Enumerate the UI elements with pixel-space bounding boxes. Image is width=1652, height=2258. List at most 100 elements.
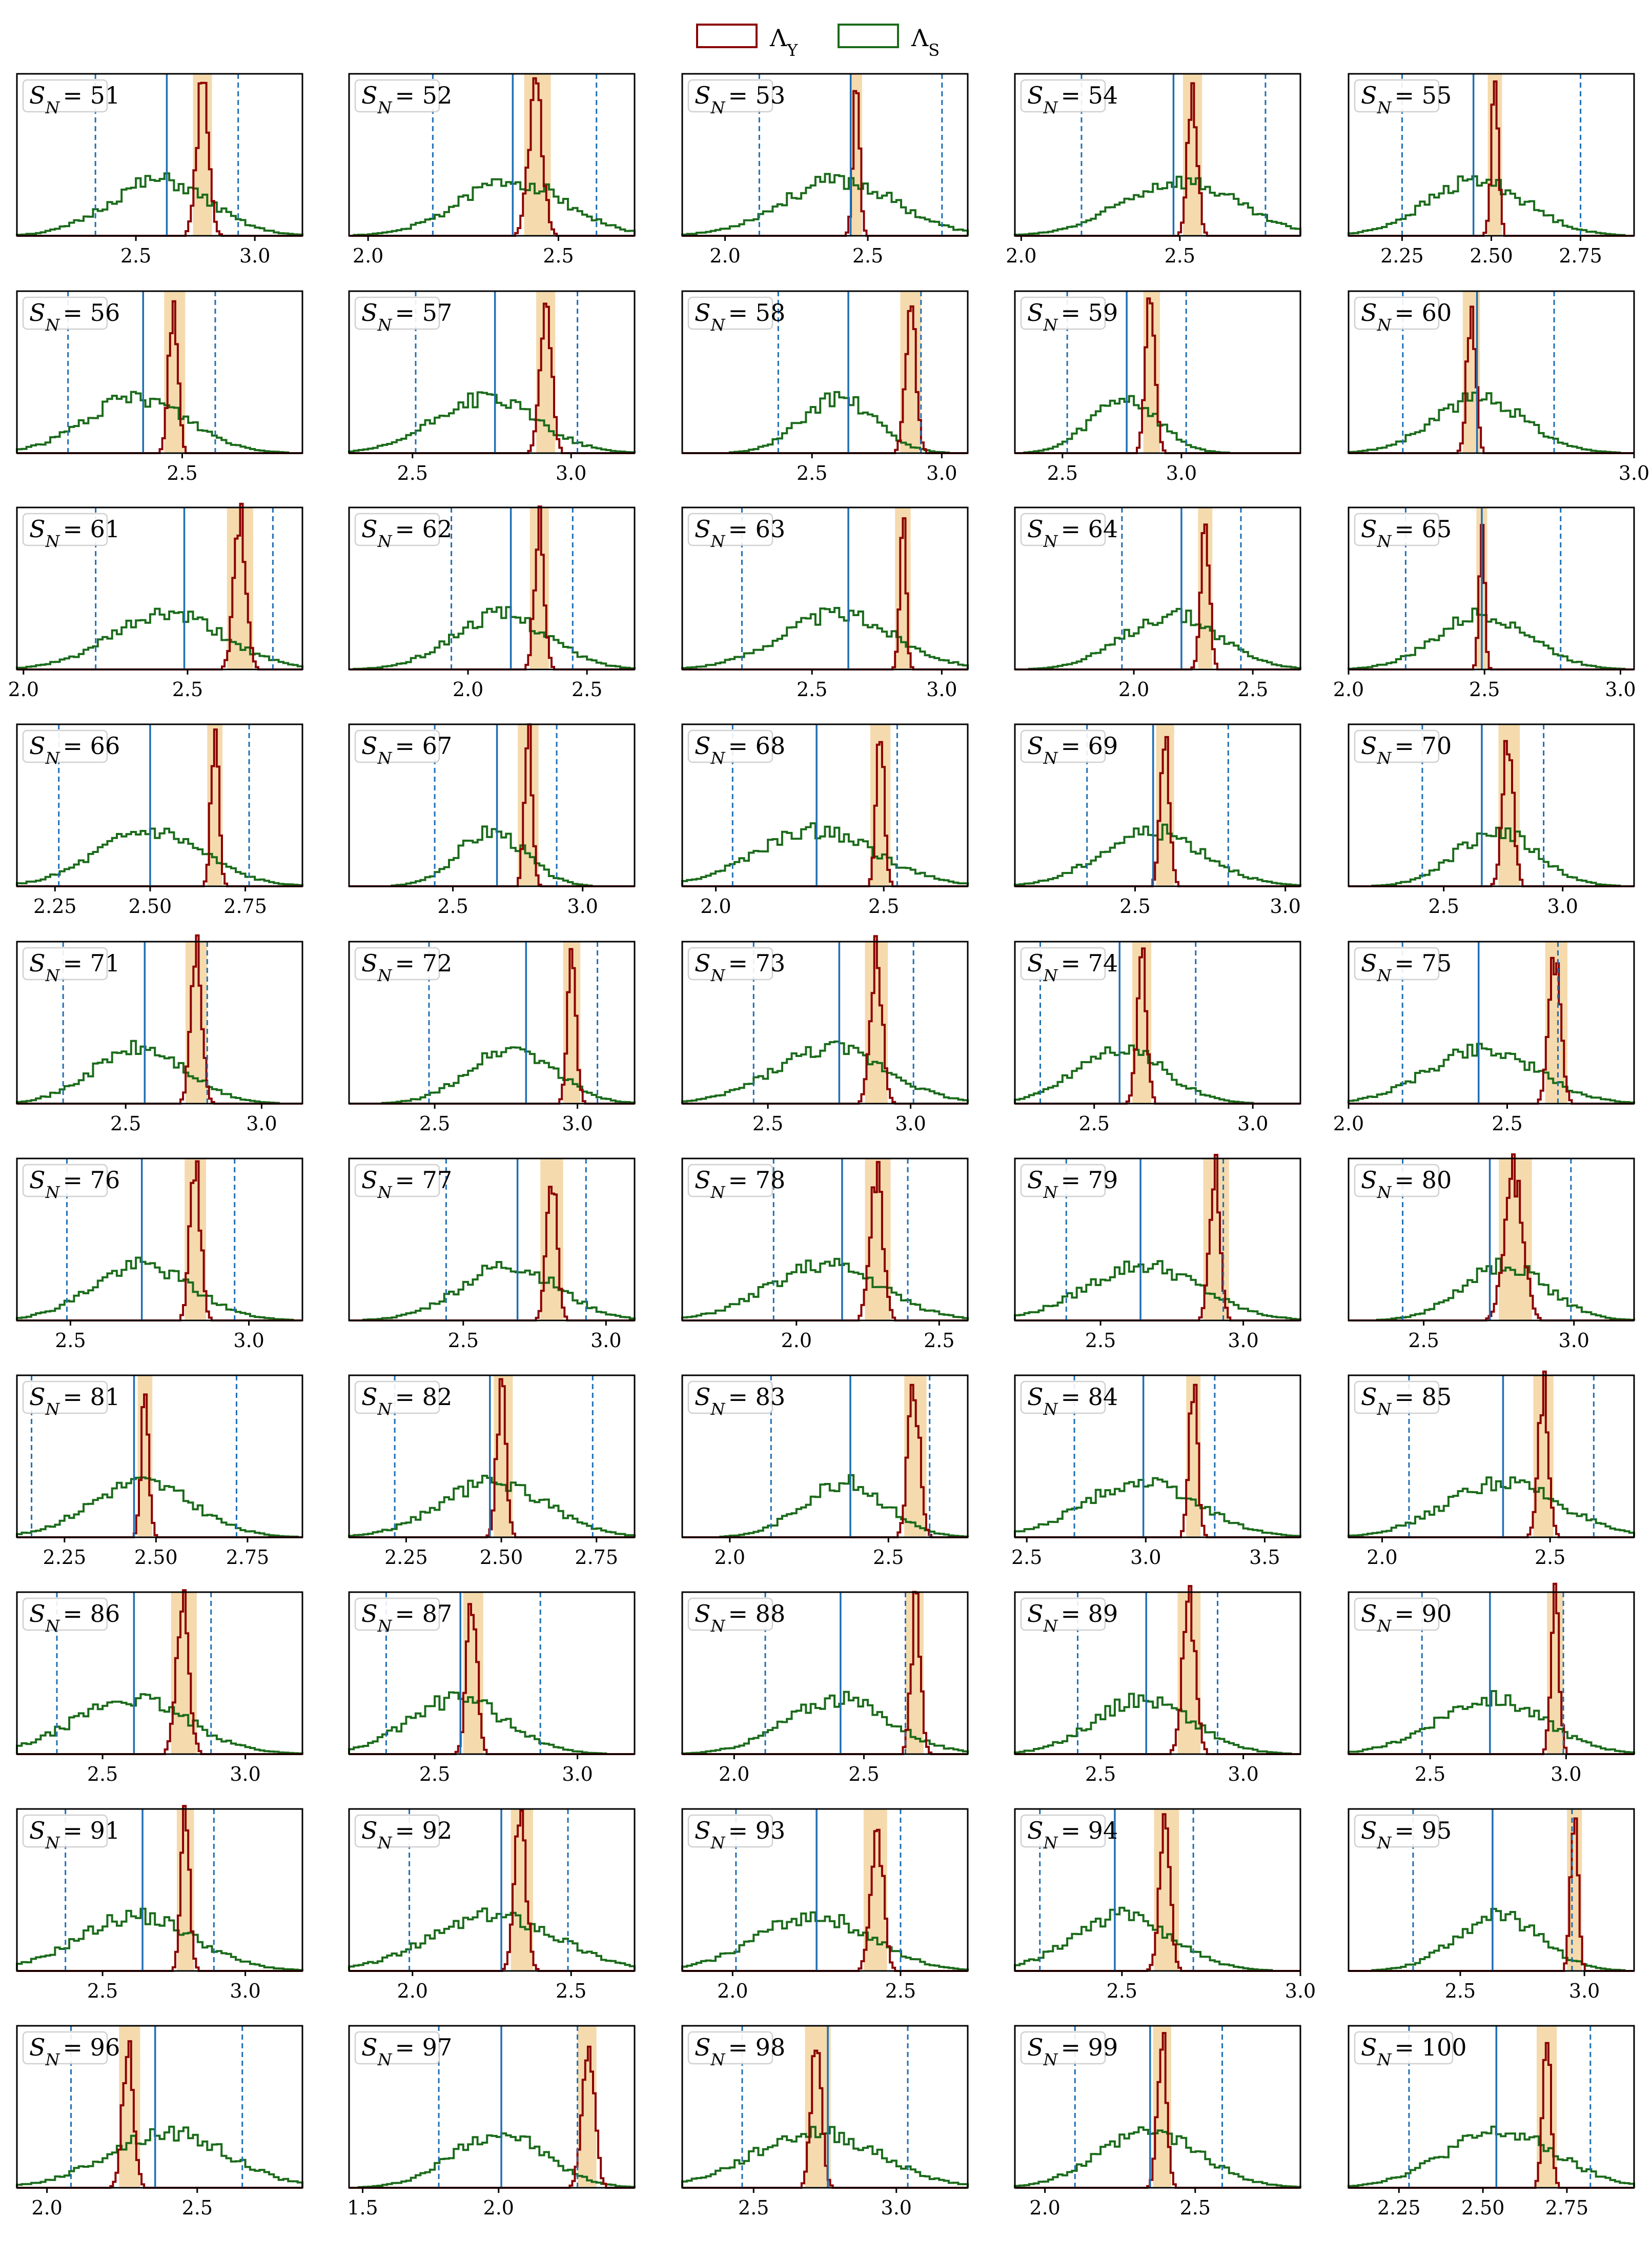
lambda-s-histogram: [348, 391, 636, 454]
x-tick-label: 2.5: [1492, 1112, 1522, 1135]
panel-label-box: [1020, 1597, 1106, 1631]
panel-label-text: SN = 74: [1027, 949, 1118, 985]
lambda-s-histogram: [1014, 1477, 1301, 1537]
panel-sn-55: 2.25 2.50 2.75 SN = 55: [1348, 73, 1635, 267]
x-tick-label: 2.5: [1415, 1763, 1445, 1785]
axes-frame: [1348, 941, 1635, 1105]
panel-sn-79: 2.5 3.0 SN = 79: [1014, 1154, 1301, 1352]
panel-label: SN = 94: [1020, 1814, 1118, 1853]
lambda-s-histogram: [1348, 175, 1634, 237]
x-tick-label: 2.50: [1461, 2196, 1505, 2219]
panel-label-text: SN = 73: [695, 949, 785, 985]
panel-label-text: SN = 66: [29, 732, 120, 768]
x-tick-label: 2.25: [1380, 245, 1424, 267]
panel-sn-74: 2.5 3.0 SN = 74: [1014, 941, 1301, 1135]
axes-frame: [1014, 1374, 1301, 1538]
legend-swatch-lambda-s: [838, 24, 899, 48]
x-tick-label: 2.5: [924, 1329, 954, 1352]
lambda-y-histogram: [682, 90, 968, 237]
panel-label-text: SN = 95: [1361, 1817, 1452, 1853]
panel-label-box: [1354, 513, 1440, 546]
panel-sn-91: 2.5 3.0 SN = 91: [16, 1805, 303, 2002]
x-tick-label: 2.5: [448, 1329, 479, 1352]
panel-label-text: SN = 81: [29, 1383, 120, 1419]
x-tick-label: 2.75: [226, 1546, 270, 1569]
lambda-s-histogram: [348, 1907, 636, 1971]
lambda-s-histogram: [682, 391, 968, 454]
panel-label-box: [687, 513, 773, 546]
x-tick-label: 3.0: [1547, 895, 1578, 918]
axes-frame: [348, 2025, 636, 2189]
panel-sn-58: 2.5 3.0 SN = 58: [681, 290, 969, 484]
x-tick-label: 2.5: [556, 1980, 586, 2002]
x-tick-label: 2.0: [700, 895, 731, 918]
lambda-s-histogram: [16, 1256, 302, 1321]
lambda-s-histogram: [1015, 607, 1301, 670]
panel-label-text: SN = 55: [1361, 82, 1452, 117]
x-tick-label: 3.0: [562, 1763, 593, 1785]
legend-label-lambda-s: ΛS: [911, 24, 940, 60]
panel-label: SN = 52: [354, 79, 452, 117]
x-tick-label: 2.5: [437, 895, 468, 918]
panel-sn-57: 2.5 3.0 SN = 57: [348, 290, 636, 484]
x-tick-label: 2.0: [715, 1546, 745, 1569]
axes-frame: [16, 2025, 303, 2189]
panel-label: SN = 88: [687, 1597, 785, 1636]
x-tick-label: 2.75: [1559, 245, 1602, 267]
x-tick-label: 2.75: [223, 895, 267, 918]
panel-label-text: SN = 90: [1361, 1600, 1452, 1636]
panel-label: SN = 60: [1354, 296, 1452, 335]
panel-label-box: [1020, 729, 1106, 763]
x-tick-label: 2.5: [87, 1980, 118, 2002]
panel-label-text: SN = 94: [1027, 1817, 1118, 1853]
axes-frame: [16, 1591, 303, 1755]
axes-frame: [681, 941, 969, 1105]
panel-label: SN = 65: [1354, 513, 1452, 551]
panel-label-text: SN = 84: [1027, 1383, 1118, 1419]
panel-sn-64: 2.0 2.5 SN = 64: [1014, 506, 1301, 701]
x-tick-label: 2.0: [453, 678, 483, 701]
lambda-s-histogram: [16, 391, 302, 454]
lambda-s-histogram: [1348, 607, 1634, 670]
panel-label-text: SN = 97: [361, 2033, 452, 2069]
x-tick-label: 2.5: [852, 245, 883, 267]
lambda-s-histogram: [1014, 1044, 1300, 1105]
axes-frame: [16, 1374, 303, 1538]
lambda-s-histogram: [681, 607, 969, 669]
x-tick-label: 3.0: [239, 245, 270, 267]
axes-frame: [1014, 73, 1301, 237]
lambda-s-histogram: [1348, 1476, 1635, 1537]
x-tick-label: 2.25: [384, 1546, 428, 1569]
axes-frame: [1348, 723, 1635, 887]
panel-label: SN = 73: [687, 947, 785, 985]
panel-label-box: [1354, 1380, 1440, 1414]
x-tick-label: 2.25: [43, 1546, 87, 1569]
axes-frame: [16, 1157, 303, 1321]
axes-frame: [681, 1591, 969, 1755]
panel-sn-92: 2.0 2.5 SN = 92: [348, 1808, 636, 2002]
axes-frame: [16, 73, 303, 237]
lambda-y-interval-band: [511, 1809, 533, 1971]
panel-label: SN = 98: [687, 2031, 785, 2069]
panel-label: SN = 72: [354, 947, 452, 985]
panel-label-text: SN = 83: [695, 1383, 785, 1419]
lambda-y-histogram: [349, 1186, 635, 1321]
panel-label: SN = 86: [22, 1597, 120, 1636]
x-tick-label: 3.0: [1559, 1329, 1589, 1352]
panel-label: SN = 81: [22, 1380, 120, 1419]
axes-frame: [1348, 506, 1635, 670]
panel-label-box: [354, 1164, 440, 1197]
panel-label-box: [1354, 1597, 1440, 1631]
panel-sn-93: 2.0 2.5 SN = 93: [681, 1808, 969, 2002]
panel-label-box: [1020, 1814, 1106, 1848]
lambda-s-histogram: [1014, 1260, 1301, 1320]
axes-frame: [681, 723, 969, 887]
lambda-s-histogram: [1348, 1690, 1635, 1754]
panel-label-box: [354, 1597, 440, 1631]
panel-label-box: [354, 79, 440, 113]
legend: ΛY ΛS: [696, 24, 940, 60]
panel-label-box: [22, 79, 108, 113]
panel-sn-59: 2.5 3.0 SN = 59: [1014, 290, 1301, 484]
panel-label-box: [687, 729, 773, 763]
x-tick-label: 2.50: [1470, 245, 1513, 267]
